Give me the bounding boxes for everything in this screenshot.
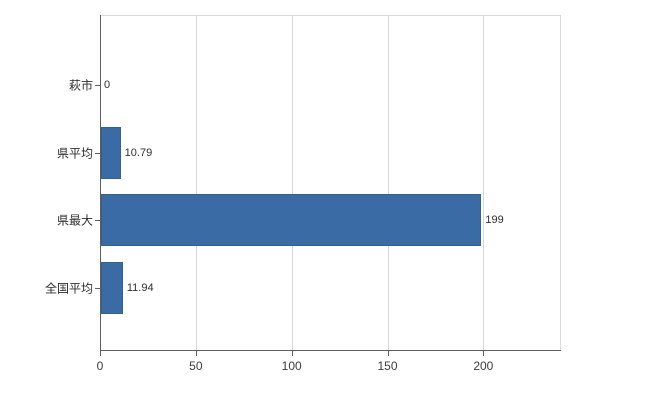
- x-tick: [387, 351, 389, 356]
- x-tick: [483, 351, 485, 356]
- x-tick: [100, 351, 101, 356]
- x-axis-line: [100, 350, 561, 351]
- y-tick: [95, 85, 100, 86]
- y-tick: [95, 152, 100, 154]
- x-tick-label: 200: [473, 359, 494, 373]
- y-tick: [95, 220, 100, 221]
- gridline: [195, 15, 197, 350]
- value-label: 10.79: [124, 146, 153, 159]
- value-label: 199: [485, 214, 504, 226]
- x-tick-label: 50: [189, 359, 203, 373]
- category-label: 県平均: [56, 146, 93, 160]
- y-tick: [95, 287, 100, 289]
- plot-border-top: [100, 15, 560, 16]
- plot-border-right: [560, 15, 561, 350]
- category-label: 全国平均: [44, 281, 93, 295]
- y-axis-line: [100, 15, 101, 351]
- value-label: 11.94: [126, 281, 154, 294]
- x-tick: [195, 351, 197, 356]
- gridline: [291, 15, 293, 350]
- bar: [101, 194, 482, 246]
- x-tick: [291, 351, 293, 356]
- category-label: 萩市: [68, 78, 93, 93]
- gridline: [483, 15, 485, 350]
- value-label: 0: [104, 79, 111, 91]
- bar: [101, 261, 123, 314]
- x-tick-label: 150: [377, 359, 398, 373]
- bar: [101, 126, 121, 179]
- x-tick-label: 0: [96, 359, 104, 373]
- x-tick-label: 100: [281, 359, 302, 373]
- category-label: 県最大: [56, 213, 93, 228]
- gridline: [387, 15, 389, 350]
